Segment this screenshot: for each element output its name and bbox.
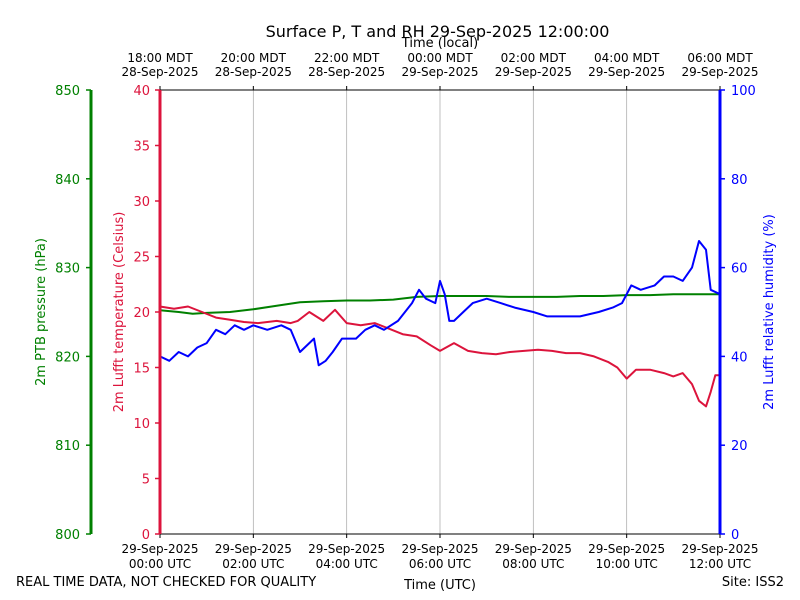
chart-title: Surface P, T and RH 29-Sep-2025 12:00:00 <box>265 22 610 41</box>
top-tick-label: 20:00 MDT <box>221 51 287 65</box>
pressure-series-line <box>159 293 721 315</box>
top-tick-label: 02:00 MDT <box>501 51 567 65</box>
top-tick-label: 28-Sep-2025 <box>121 65 198 79</box>
top-tick-label: 29-Sep-2025 <box>495 65 572 79</box>
plot-series <box>159 240 721 408</box>
bottom-tick-label: 29-Sep-2025 <box>681 542 758 556</box>
pressure-axis-title: 2m PTB pressure (hPa) <box>34 238 49 386</box>
temperature-tick-label: 15 <box>133 362 150 377</box>
grid-lines <box>252 90 628 534</box>
temperature-tick-label: 35 <box>133 140 150 155</box>
x-axis-title-bottom: Time (UTC) <box>403 578 476 593</box>
temperature-tick-label: 30 <box>133 195 150 210</box>
temperature-tick-label: 25 <box>133 251 150 266</box>
top-tick-label: 06:00 MDT <box>687 51 753 65</box>
bottom-tick-label: 10:00 UTC <box>596 557 658 571</box>
bottom-tick-label: 29-Sep-2025 <box>308 542 385 556</box>
bottom-tick-label: 04:00 UTC <box>316 557 378 571</box>
quality-note: REAL TIME DATA, NOT CHECKED FOR QUALITY <box>16 575 317 590</box>
humidity-axis-title: 2m Lufft relative humidity (%) <box>762 214 777 410</box>
humidity-tick-label: 0 <box>731 528 739 543</box>
axis-labels: 2m PTB pressure (hPa) 2m Lufft temperatur… <box>34 36 777 593</box>
site-label: Site: ISS2 <box>721 575 784 590</box>
temperature-tick-label: 0 <box>142 528 150 543</box>
humidity-series-line <box>159 240 721 367</box>
humidity-tick-label: 60 <box>731 262 748 277</box>
temperature-tick-label: 10 <box>133 417 150 432</box>
humidity-tick-label: 40 <box>731 350 748 365</box>
pressure-tick-label: 800 <box>55 528 80 543</box>
bottom-tick-label: 29-Sep-2025 <box>401 542 478 556</box>
bottom-tick-label: 29-Sep-2025 <box>121 542 198 556</box>
humidity-tick-label: 80 <box>731 173 748 188</box>
temperature-tick-label: 5 <box>142 473 150 488</box>
bottom-tick-label: 02:00 UTC <box>222 557 284 571</box>
top-tick-label: 04:00 MDT <box>594 51 660 65</box>
humidity-tick-label: 20 <box>731 439 748 454</box>
bottom-tick-label: 29-Sep-2025 <box>215 542 292 556</box>
top-tick-label: 29-Sep-2025 <box>588 65 665 79</box>
top-tick-label: 29-Sep-2025 <box>681 65 758 79</box>
top-tick-label: 18:00 MDT <box>127 51 193 65</box>
temperature-tick-label: 40 <box>133 84 150 99</box>
top-tick-label: 29-Sep-2025 <box>401 65 478 79</box>
temperature-series-line <box>159 305 721 408</box>
bottom-tick-label: 29-Sep-2025 <box>588 542 665 556</box>
pressure-tick-label: 830 <box>55 262 80 277</box>
pressure-tick-label: 820 <box>55 350 80 365</box>
bottom-tick-label: 12:00 UTC <box>689 557 751 571</box>
pressure-tick-label: 850 <box>55 84 80 99</box>
top-tick-label: 28-Sep-2025 <box>308 65 385 79</box>
humidity-tick-label: 100 <box>731 84 756 99</box>
pressure-tick-label: 810 <box>55 439 80 454</box>
bottom-tick-label: 29-Sep-2025 <box>495 542 572 556</box>
temperature-tick-label: 20 <box>133 306 150 321</box>
bottom-tick-label: 08:00 UTC <box>502 557 564 571</box>
temperature-axis-title: 2m Lufft temperature (Celsius) <box>112 212 127 413</box>
top-tick-label: 22:00 MDT <box>314 51 380 65</box>
x-axis-title-top: Time (local) <box>401 36 478 51</box>
top-tick-label: 00:00 MDT <box>407 51 473 65</box>
bottom-tick-label: 06:00 UTC <box>409 557 471 571</box>
top-tick-label: 28-Sep-2025 <box>215 65 292 79</box>
pressure-tick-label: 840 <box>55 173 80 188</box>
bottom-tick-label: 00:00 UTC <box>129 557 191 571</box>
